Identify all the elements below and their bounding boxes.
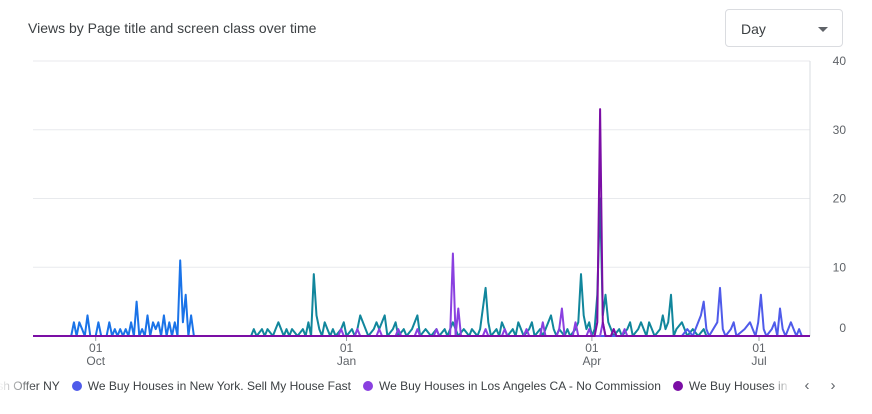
x-tick-label: Oct <box>86 354 105 368</box>
legend-label: We Buy Houses in New York. Sell My House… <box>87 379 351 393</box>
legend-dot-icon <box>672 381 683 391</box>
legend-label: We Buy Houses in Atlanta <box>688 379 790 393</box>
x-tick-label: Jul <box>751 354 766 368</box>
legend-next-button[interactable]: › <box>830 377 836 394</box>
legend-prev-button[interactable]: ‹ <box>804 377 810 394</box>
y-tick-label: 0 <box>839 321 846 335</box>
chart-grid <box>33 60 810 268</box>
y-tick-label: 40 <box>833 54 847 68</box>
y-axis: 0 10 20 30 40 <box>809 54 847 336</box>
x-tick-label: 01 <box>340 341 354 355</box>
granularity-dropdown[interactable]: Day <box>725 9 843 47</box>
x-tick-label: 01 <box>89 341 103 355</box>
series-line <box>33 259 257 337</box>
legend-dot-icon <box>71 381 82 391</box>
y-tick-label: 20 <box>833 192 847 206</box>
series-line <box>33 286 810 337</box>
legend-item[interactable]: We Buy Houses in Los Angeles CA - No Com… <box>362 379 661 393</box>
legend-item[interactable]: We Buy Houses in New York. Sell My House… <box>71 379 351 393</box>
x-tick-label: 01 <box>752 341 766 355</box>
series-line <box>33 197 810 337</box>
chart-card-title: Views by Page title and screen class ove… <box>28 20 317 36</box>
granularity-value: Day <box>741 21 766 37</box>
x-tick-label: 01 <box>585 341 599 355</box>
legend-dot-icon <box>362 381 373 391</box>
y-tick-label: 30 <box>833 123 847 137</box>
chevron-down-icon <box>818 27 828 32</box>
x-tick-label: Jan <box>337 354 356 368</box>
x-tick-label: Apr <box>583 354 602 368</box>
y-tick-label: 10 <box>833 260 847 274</box>
chart-series <box>33 108 810 337</box>
series-line <box>33 108 810 337</box>
legend-label: We Buy Houses in Los Angeles CA - No Com… <box>378 379 661 393</box>
legend-item[interactable]: We Buy Houses in Atlanta <box>672 379 790 393</box>
